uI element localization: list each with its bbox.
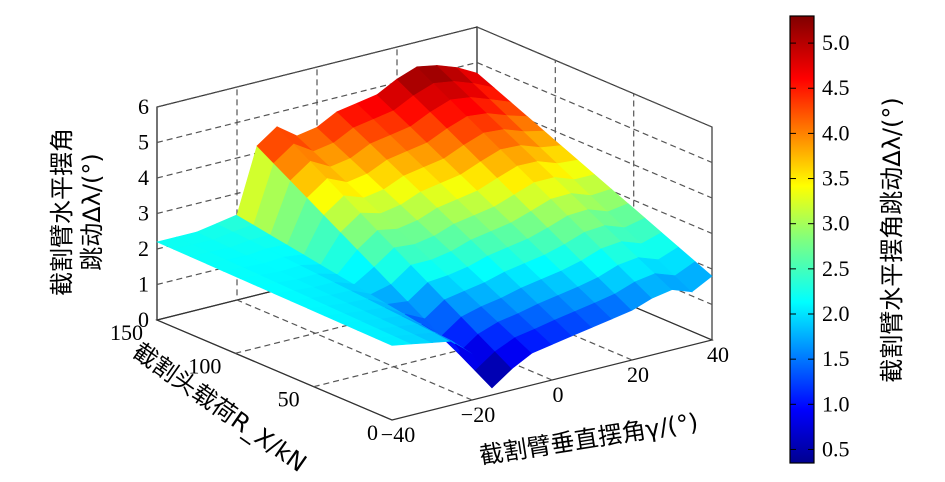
colorbar-tick-label: 2.0: [822, 301, 850, 326]
z-gridline: [156, 61, 713, 164]
z-gridline: [156, 132, 713, 235]
z-tick-label: 4: [138, 165, 149, 190]
x-tick-label: −20: [461, 402, 495, 427]
z-gridline: [156, 26, 713, 128]
y-tick-label: 100: [188, 353, 221, 378]
colorbar-label: 截割臂水平摆角跳动Δλ/(°): [878, 97, 906, 382]
y-tick-label: 0: [367, 420, 378, 445]
z-tick-label: 6: [138, 94, 149, 119]
x-tick-label: −40: [381, 422, 415, 447]
colorbar-tick-label: 0.5: [822, 436, 850, 461]
x-tick-label: 20: [627, 362, 649, 387]
colorbar-ticks: 0.5 1.0 1.5 2.0 2.5 3.0 3.5 4.0 4.5 5.0: [790, 30, 850, 461]
y-tick-label: 150: [110, 320, 143, 345]
z-tick-label: 3: [138, 201, 149, 226]
x-axis-label: 截割臂垂直摆角γ/(°): [477, 408, 700, 470]
z-tick-label: 1: [138, 272, 149, 297]
colorbar-tick-label: 3.0: [822, 211, 850, 236]
colorbar-tick-label: 3.5: [822, 166, 850, 191]
colorbar-tick-label: 1.0: [822, 391, 850, 416]
colorbar: [789, 15, 815, 464]
z-tick-label: 2: [138, 236, 149, 261]
z-tick-label: 5: [138, 130, 149, 155]
colorbar-tick-label: 1.5: [822, 346, 850, 371]
surface-mesh: [156, 65, 713, 389]
colorbar-tick-label: 5.0: [822, 30, 850, 55]
y-gridline: [235, 60, 556, 354]
y-gridline: [313, 93, 635, 388]
colorbar-tick-label: 2.5: [822, 256, 850, 281]
z-tick-label: 0: [138, 307, 149, 332]
x-tick-label: 40: [707, 342, 729, 367]
colorbar-tick-label: 4.5: [822, 75, 850, 100]
z-axis-label-line2: 跳动Δλ/(°): [78, 153, 106, 270]
z-axis-label-line1: 截割臂水平摆角: [48, 128, 76, 296]
x-tick-label: 0: [553, 382, 564, 407]
colorbar-tick-label: 4.0: [822, 120, 850, 145]
y-axis-line: [156, 319, 393, 421]
surface-facet: [674, 261, 713, 293]
y-tick-label: 50: [278, 387, 300, 412]
axis-ticks: 0 1 2 3 4 5 6 0 50 100 150 −40 −20 0 20 40: [110, 94, 729, 447]
